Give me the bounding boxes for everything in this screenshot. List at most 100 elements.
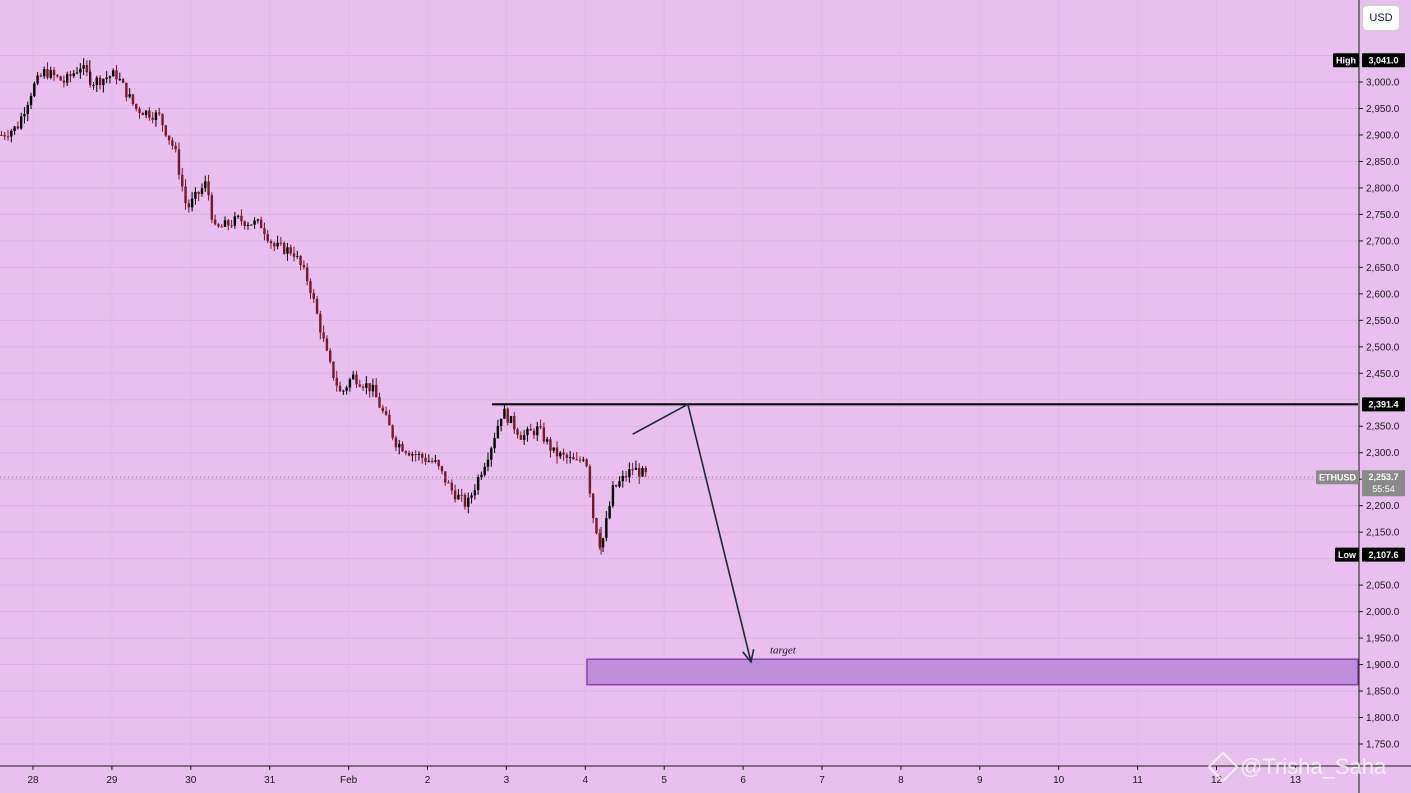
candle-body [315, 298, 319, 314]
candle-body [319, 313, 322, 333]
candle-body [634, 467, 638, 470]
candle-body [467, 497, 470, 507]
candle-body [417, 453, 421, 455]
y-tick-label: 2,500.0 [1366, 342, 1400, 353]
candle-body [105, 77, 108, 79]
candle-body [532, 430, 536, 436]
y-tick-label: 1,950.0 [1366, 634, 1400, 645]
x-tick-label: 3 [504, 775, 510, 786]
candle-body [273, 243, 276, 247]
candle-body [552, 447, 555, 451]
target-zone[interactable]: target [586, 644, 1359, 686]
price-tags: High 3,041.0 Low 2,107.6 2,391.4 ETHUSD 2,253.… [1316, 53, 1405, 562]
candle-body [223, 220, 227, 227]
x-tick-label: Feb [340, 775, 358, 786]
x-tick-label: 8 [898, 775, 904, 786]
candle-body [430, 460, 434, 462]
candle-body [575, 459, 578, 461]
candle-body [391, 425, 394, 438]
candle-body [69, 74, 72, 77]
candle-body [375, 384, 378, 398]
candle-body [92, 84, 95, 86]
time-axis[interactable]: 28 29 30 31 Feb 2 3 4 5 6 7 8 9 10 11 12 13 [0, 765, 1411, 786]
candle-body [204, 181, 207, 189]
candle-body [509, 416, 513, 424]
resistance-value-bg [1362, 397, 1405, 412]
candle-body [0, 134, 3, 136]
x-tick-label: 6 [740, 775, 746, 786]
candle-body [444, 471, 447, 483]
candle-body [424, 457, 427, 462]
candle-body [171, 140, 174, 146]
x-tick-label: 2 [425, 775, 431, 786]
x-tick-label: 5 [661, 775, 667, 786]
currency-button[interactable]: USD [1362, 5, 1400, 31]
y-tick-label: 2,000.0 [1366, 607, 1400, 618]
candle-body [549, 439, 552, 451]
candle-body [79, 68, 82, 73]
y-tick-label: 2,350.0 [1366, 422, 1400, 433]
candle-body [227, 220, 230, 226]
candle-body [463, 494, 467, 507]
candle-body [352, 374, 355, 380]
x-tick-label: 7 [819, 775, 825, 786]
candle-body [506, 408, 509, 424]
candle-body [411, 454, 414, 456]
candle-body [240, 215, 243, 222]
candle-body [151, 117, 154, 120]
candle-body [460, 494, 463, 496]
candle-body [279, 242, 283, 244]
candle-body [582, 459, 585, 461]
candle-body [384, 411, 388, 415]
candle-body [299, 256, 302, 266]
candle-body [39, 75, 43, 77]
candle-body [480, 474, 483, 478]
candle-body [457, 494, 460, 500]
candle-body [519, 435, 523, 440]
candle-body [213, 219, 217, 225]
low-label: Low [1338, 550, 1357, 560]
candle-body [250, 224, 253, 226]
candle-body [144, 110, 148, 116]
candle-body [618, 481, 621, 487]
candle-body [588, 466, 592, 494]
x-tick-label: 30 [185, 775, 197, 786]
target-zone-rect[interactable] [586, 658, 1359, 686]
candle-body [437, 460, 440, 467]
candle-body [52, 70, 56, 76]
candle-body [305, 267, 309, 282]
last-value-bg [1362, 470, 1405, 497]
candle-body [138, 108, 141, 113]
candle-body [233, 216, 237, 226]
candle-body [529, 428, 532, 431]
candle-body [355, 374, 358, 385]
high-value: 3,041.0 [1368, 55, 1398, 65]
candle-body [59, 76, 62, 81]
y-tick-label: 1,900.0 [1366, 660, 1400, 671]
candle-body [246, 224, 250, 227]
candle-body [158, 112, 161, 114]
candle-body [217, 224, 220, 227]
candle-body [328, 350, 332, 362]
candle-body [259, 219, 263, 229]
candle-body [542, 427, 546, 442]
candle-body [19, 116, 23, 129]
candle-body [388, 414, 391, 426]
candle-body [447, 482, 450, 484]
candle-body [332, 361, 335, 379]
candle-body [398, 443, 401, 448]
candle-body [394, 437, 398, 448]
candle-body [16, 126, 20, 129]
candle-body [440, 466, 444, 472]
candle-body [75, 72, 79, 74]
candle-body [545, 439, 549, 442]
candle-body [302, 265, 306, 268]
projection-arrow[interactable] [632, 403, 752, 663]
candle-body [253, 220, 256, 225]
y-tick-label: 2,850.0 [1366, 157, 1400, 168]
y-tick-label: 1,800.0 [1366, 713, 1400, 724]
price-axis[interactable]: 1,750.0 1,800.0 1,850.0 1,900.0 1,950.0 2,000… [1358, 0, 1411, 793]
drawing-lines[interactable] [0, 403, 1358, 664]
y-tick-label: 2,050.0 [1366, 581, 1400, 592]
